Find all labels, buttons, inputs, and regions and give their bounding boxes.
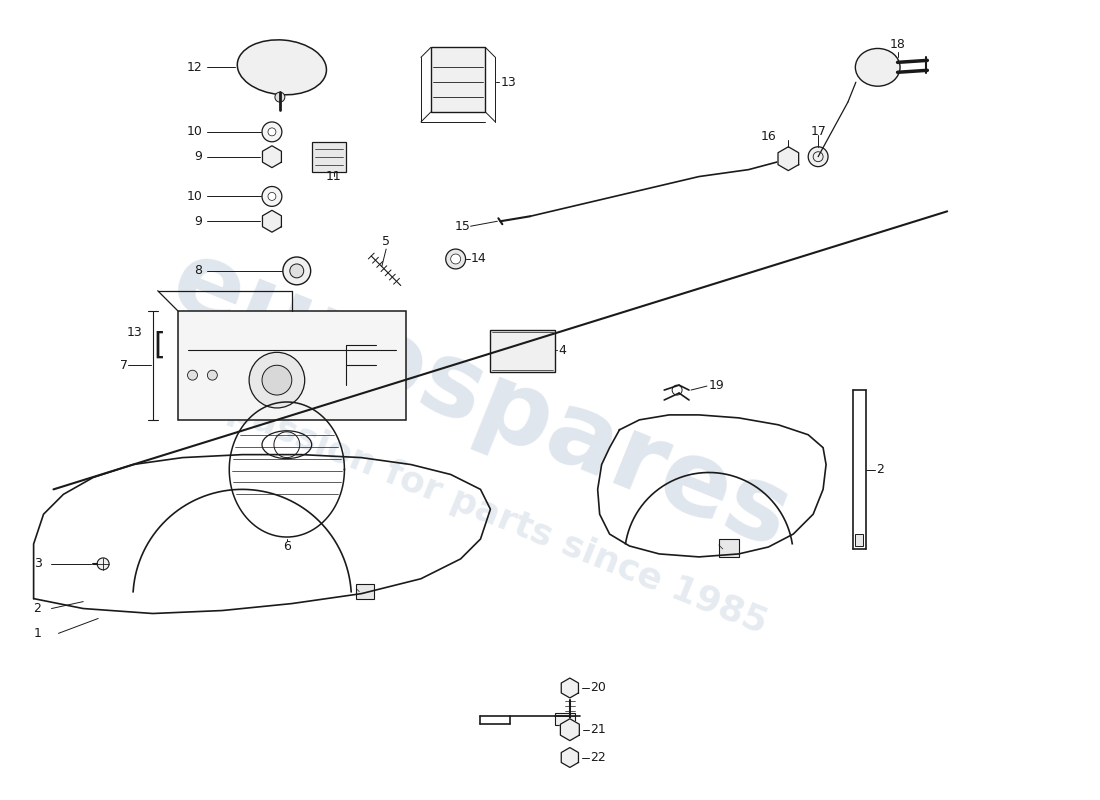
Text: 9: 9: [195, 150, 202, 163]
Circle shape: [289, 264, 304, 278]
Polygon shape: [263, 146, 282, 168]
Text: 18: 18: [890, 38, 905, 51]
Circle shape: [268, 193, 276, 200]
Text: 6: 6: [283, 541, 290, 554]
Text: 14: 14: [471, 253, 486, 266]
Circle shape: [262, 366, 292, 395]
Text: 5: 5: [382, 234, 390, 248]
Text: 12: 12: [187, 61, 202, 74]
Circle shape: [249, 352, 305, 408]
Text: 7: 7: [120, 358, 128, 372]
Polygon shape: [561, 747, 579, 767]
Text: 4: 4: [558, 344, 565, 357]
Text: eurospares: eurospares: [156, 230, 804, 570]
Circle shape: [808, 146, 828, 166]
Text: 20: 20: [590, 682, 606, 694]
Circle shape: [208, 370, 218, 380]
Text: 10: 10: [187, 126, 202, 138]
Circle shape: [262, 122, 282, 142]
Text: 19: 19: [708, 378, 725, 392]
Bar: [177, 310, 406, 420]
Text: 16: 16: [760, 130, 777, 143]
Polygon shape: [778, 146, 799, 170]
Circle shape: [565, 753, 574, 762]
Circle shape: [275, 92, 285, 102]
Text: 13: 13: [500, 76, 516, 89]
Text: a passion for parts since 1985: a passion for parts since 1985: [189, 378, 772, 640]
Text: 2: 2: [34, 602, 42, 615]
Text: 15: 15: [454, 220, 471, 233]
Bar: [431, 47, 485, 112]
Ellipse shape: [856, 49, 900, 86]
Bar: [718, 539, 739, 557]
Circle shape: [783, 154, 794, 164]
Circle shape: [672, 385, 682, 395]
Bar: [311, 142, 346, 171]
Text: 9: 9: [195, 214, 202, 228]
Text: 2: 2: [876, 463, 883, 476]
Circle shape: [565, 683, 574, 693]
Bar: [556, 713, 575, 725]
Bar: [491, 330, 556, 372]
Circle shape: [267, 216, 277, 226]
Text: 22: 22: [590, 751, 605, 764]
Circle shape: [283, 257, 310, 285]
Circle shape: [268, 128, 276, 136]
Ellipse shape: [238, 40, 327, 95]
Text: 13: 13: [128, 326, 143, 339]
Circle shape: [97, 558, 109, 570]
Circle shape: [267, 152, 277, 162]
Circle shape: [451, 254, 461, 264]
Bar: [855, 534, 862, 546]
Polygon shape: [561, 678, 579, 698]
Polygon shape: [560, 718, 580, 741]
Text: 17: 17: [811, 126, 826, 138]
Circle shape: [187, 370, 198, 380]
Text: 21: 21: [590, 723, 605, 736]
Bar: [356, 584, 374, 598]
Circle shape: [565, 725, 575, 734]
Text: 11: 11: [326, 170, 341, 183]
Circle shape: [446, 249, 465, 269]
Text: 8: 8: [195, 265, 202, 278]
Text: [: [: [154, 330, 166, 359]
Text: 10: 10: [187, 190, 202, 203]
Circle shape: [262, 186, 282, 206]
Text: 3: 3: [34, 558, 42, 570]
Polygon shape: [263, 210, 282, 232]
Text: 1: 1: [34, 627, 42, 640]
